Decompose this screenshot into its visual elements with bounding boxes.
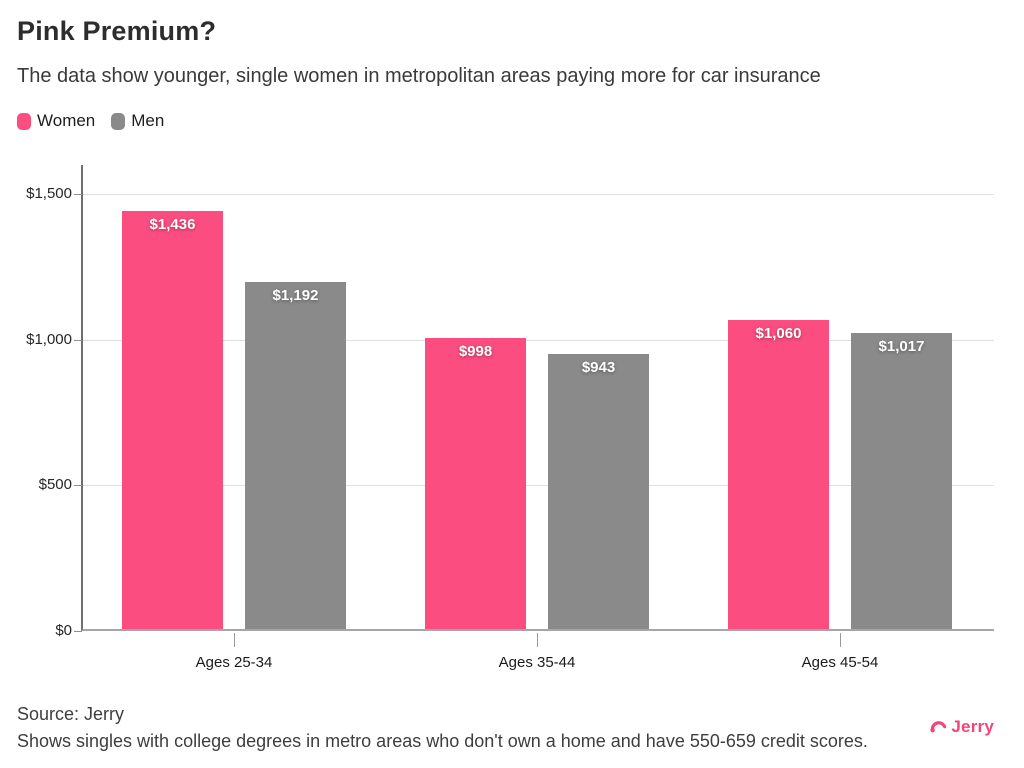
x-tick [234, 633, 235, 647]
x-axis-label: Ages 35-44 [498, 654, 576, 671]
bar-value-label: $1,192 [272, 287, 319, 304]
bar-value-label: $998 [458, 343, 493, 360]
bar-women: $1,436 [122, 211, 223, 629]
x-tick [840, 633, 841, 647]
source-note: Source: Jerry [17, 704, 125, 724]
bar-chart: $1,436 $1,192 $998 $943 $1,060 $1,017 $0 $500 $… [17, 165, 1002, 701]
chart-subtitle: The data show younger, single women in m… [17, 65, 821, 87]
gridline [83, 339, 994, 341]
bar-men: $943 [548, 354, 649, 629]
gridline [83, 194, 994, 196]
legend-swatch-women [17, 112, 31, 130]
plot-area: $1,436 $1,192 $998 $943 $1,060 $1,017 [81, 165, 994, 631]
y-axis-label: $1,000 [26, 330, 72, 348]
jerry-logo-text: Jerry [951, 717, 994, 736]
footnote: Shows singles with college degrees in me… [17, 731, 868, 751]
y-axis-label: $500 [38, 476, 72, 494]
gridline [83, 485, 994, 487]
bar-women: $998 [425, 338, 526, 629]
y-tick [74, 194, 82, 196]
legend-swatch-men [111, 112, 126, 130]
jerry-logo: Jerry [929, 713, 994, 740]
chart-title: Pink Premium? [17, 16, 217, 46]
bar-value-label: $1,017 [878, 338, 925, 355]
legend: Women Men [17, 110, 1004, 132]
bar-value-label: $1,060 [755, 325, 802, 342]
legend-label: Women [37, 111, 96, 130]
footer: Source: Jerry Shows singles with college… [17, 701, 1004, 755]
bar-value-label: $943 [581, 359, 616, 376]
y-axis-label: $0 [55, 622, 72, 639]
y-tick [74, 631, 82, 632]
x-axis-label: Ages 45-54 [801, 654, 879, 671]
legend-item-men: Men [111, 111, 164, 131]
bar-value-label: $1,436 [149, 216, 196, 233]
bar-men: $1,192 [245, 282, 346, 629]
legend-item-women: Women [17, 111, 95, 131]
legend-label: Men [131, 111, 165, 130]
y-axis-label: $1,500 [26, 185, 72, 203]
bar-women: $1,060 [728, 320, 829, 629]
jerry-logo-arc-icon [929, 719, 948, 735]
x-axis-label: Ages 25-34 [195, 654, 273, 671]
y-tick [74, 485, 82, 487]
y-tick [74, 339, 82, 341]
x-tick [537, 633, 538, 647]
bar-men: $1,017 [851, 333, 952, 629]
